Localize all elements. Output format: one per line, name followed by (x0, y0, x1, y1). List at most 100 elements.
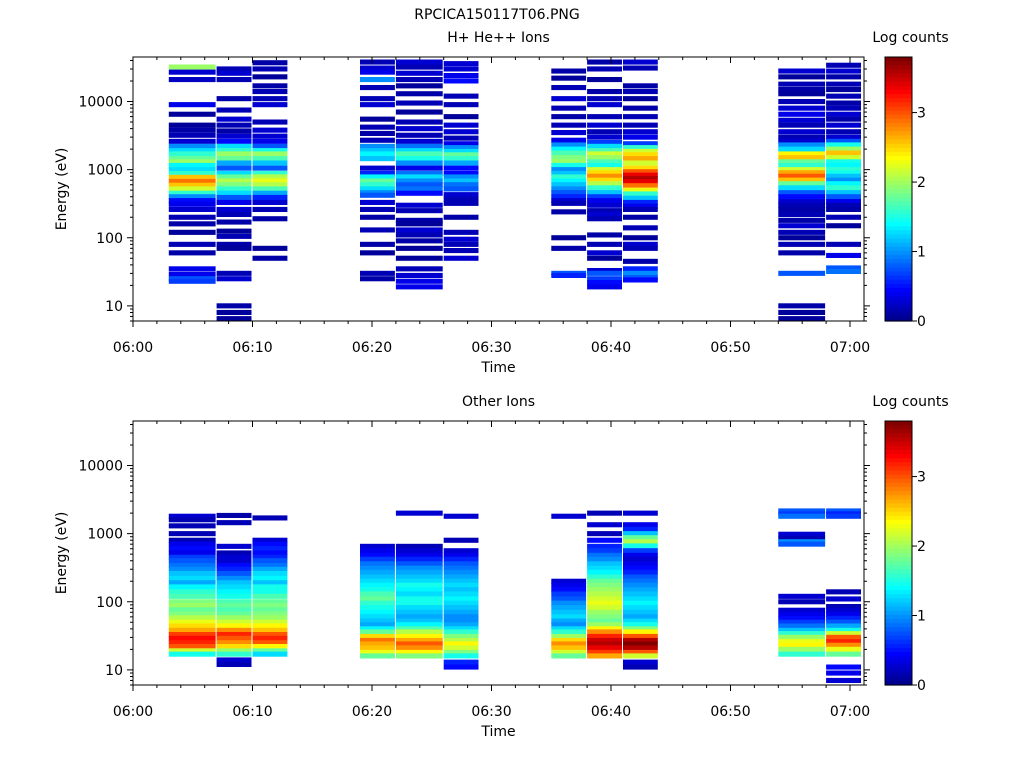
panel1-heatmap-cell (216, 165, 252, 171)
panel2-heatmap-cell (216, 607, 252, 613)
panel2-heatmap-cell (216, 512, 252, 518)
panel2-heatmap-cell (252, 541, 288, 547)
panel1-heatmap-cell (587, 250, 622, 256)
panel1-heatmap-cell (443, 93, 479, 99)
panel2-heatmap-cell (395, 556, 443, 562)
panel2-heatmap-cell (623, 522, 658, 528)
panel1-heatmap-cell (443, 122, 479, 128)
panel1-colorbar-segment (885, 127, 912, 132)
panel1-heatmap-cell (360, 77, 395, 83)
panel2-heatmap-cell (623, 510, 658, 516)
panel1-heatmap-cell (587, 276, 622, 282)
panel2-heatmap-cell (443, 556, 479, 562)
panel1-colorbar-segment (885, 296, 912, 301)
panel2-colorbar-segment (885, 445, 912, 451)
panel1-colorbar-title: Log counts (872, 30, 948, 46)
panel2-heatmap-cell (360, 633, 395, 639)
panel2-heatmap-cell (443, 637, 479, 643)
panel2-colorbar-segment (885, 503, 912, 509)
panel2-heatmap-cell (587, 614, 622, 620)
panel2-heatmap-cell (168, 623, 216, 629)
panel1-heatmap-cell (252, 245, 288, 251)
panel2-heatmap-cell (360, 600, 395, 606)
panel2-heatmap-cell (216, 657, 252, 663)
panel1-heatmap-cell (360, 165, 395, 171)
panel1-x-tick-label: 06:20 (352, 340, 392, 356)
panel2-heatmap-cell (778, 593, 826, 599)
panel2-heatmap-cell (826, 634, 861, 640)
panel2-heatmap-cell (252, 599, 288, 605)
panel1-heatmap-cell (551, 235, 587, 241)
panel1-heatmap-cell (168, 156, 216, 162)
panel2-heatmap-cell (623, 582, 658, 588)
panel1-colorbar-segment (885, 135, 912, 141)
panel2-colorbar-segment (885, 627, 912, 632)
panel2-heatmap-cell (168, 531, 216, 537)
panel1-colorbar-segment (885, 283, 912, 289)
panel1-heatmap-cell (360, 137, 395, 143)
panel1-heatmap-cell (623, 165, 658, 171)
panel2-colorbar-segment (885, 573, 912, 579)
panel1-heatmap-cell (587, 89, 622, 95)
panel1-colorbar-tick-label: 0 (917, 314, 926, 330)
panel1-colorbar-segment (885, 271, 912, 277)
panel1-heatmap-cell (395, 119, 443, 125)
panel1-heatmap-cell (216, 199, 252, 205)
panel1-heatmap-cell (778, 111, 826, 117)
panel1-heatmap-cell (395, 278, 443, 284)
panel1-heatmap-cell (395, 182, 443, 188)
panel1-colorbar-segment (885, 131, 912, 136)
panel2-heatmap-cell (826, 612, 861, 618)
panel1-heatmap-cell (826, 223, 861, 229)
panel2-x-axis-title: Time (480, 724, 515, 740)
panel2-colorbar-segment (885, 449, 912, 455)
panel2-heatmap-cell (623, 664, 658, 670)
panel2-heatmap-cell (168, 554, 216, 560)
panel2-plot-frame (132, 420, 865, 686)
panel2-heatmap-cell (252, 537, 288, 543)
panel1-heatmap-cell (551, 155, 587, 161)
panel1-heatmap-cell (551, 272, 587, 278)
panel1-heatmap-cell (395, 77, 443, 83)
panel2-heatmap-cell (587, 600, 622, 606)
panel1-heatmap-cell (778, 173, 826, 179)
panel1-heatmap-cell (216, 160, 252, 166)
panel1-heatmap-cell (216, 211, 252, 217)
panel1-heatmap-cell (826, 129, 861, 135)
panel1-heatmap-cell (168, 69, 216, 75)
panel1-colorbar-segment (885, 160, 912, 165)
panel2-colorbar-tick-label: 1 (917, 609, 926, 625)
panel1-heatmap-cell (360, 214, 395, 220)
panel2-heatmap-cell (360, 626, 395, 632)
panel1-heatmap-cell (623, 169, 658, 175)
panel1-colorbar-segment (885, 94, 912, 99)
panel1-heatmap-cell (216, 194, 252, 200)
panel2-heatmap-cell (360, 641, 395, 647)
panel2-heatmap-cell (587, 649, 622, 655)
panel1-heatmap-cell (168, 151, 216, 157)
panel1-heatmap-cell (216, 133, 252, 139)
panel2-heatmap-cell (360, 565, 395, 571)
panel1-heatmap-cell (252, 216, 288, 222)
panel1-heatmap-cell (623, 148, 658, 154)
panel1-heatmap-cell (778, 223, 826, 229)
panel1-heatmap-cell (443, 200, 479, 206)
panel1-heatmap-cell (623, 156, 658, 162)
panel1-heatmap-cell (360, 156, 395, 162)
panel1-heatmap-cell (551, 150, 587, 156)
panel1-heatmap-cell (360, 227, 395, 233)
panel2-colorbar-segment (885, 631, 912, 637)
panel1-colorbar-segment (885, 168, 912, 174)
panel1-colorbar-segment (885, 226, 912, 231)
panel2-heatmap-cell (826, 508, 861, 514)
panel1-heatmap-cell (395, 70, 443, 76)
panel2-heatmap-cell (623, 629, 658, 635)
panel1-heatmap-cell (587, 159, 622, 165)
panel1-heatmap-cell (551, 96, 587, 102)
panel2-heatmap-cell (216, 584, 252, 590)
panel2-heatmap-cell (443, 659, 479, 665)
panel1-heatmap-cell (826, 268, 861, 274)
panel1-colorbar-segment (885, 197, 912, 202)
panel1-heatmap-cell (252, 143, 288, 149)
panel2-colorbar-segment (885, 441, 912, 447)
